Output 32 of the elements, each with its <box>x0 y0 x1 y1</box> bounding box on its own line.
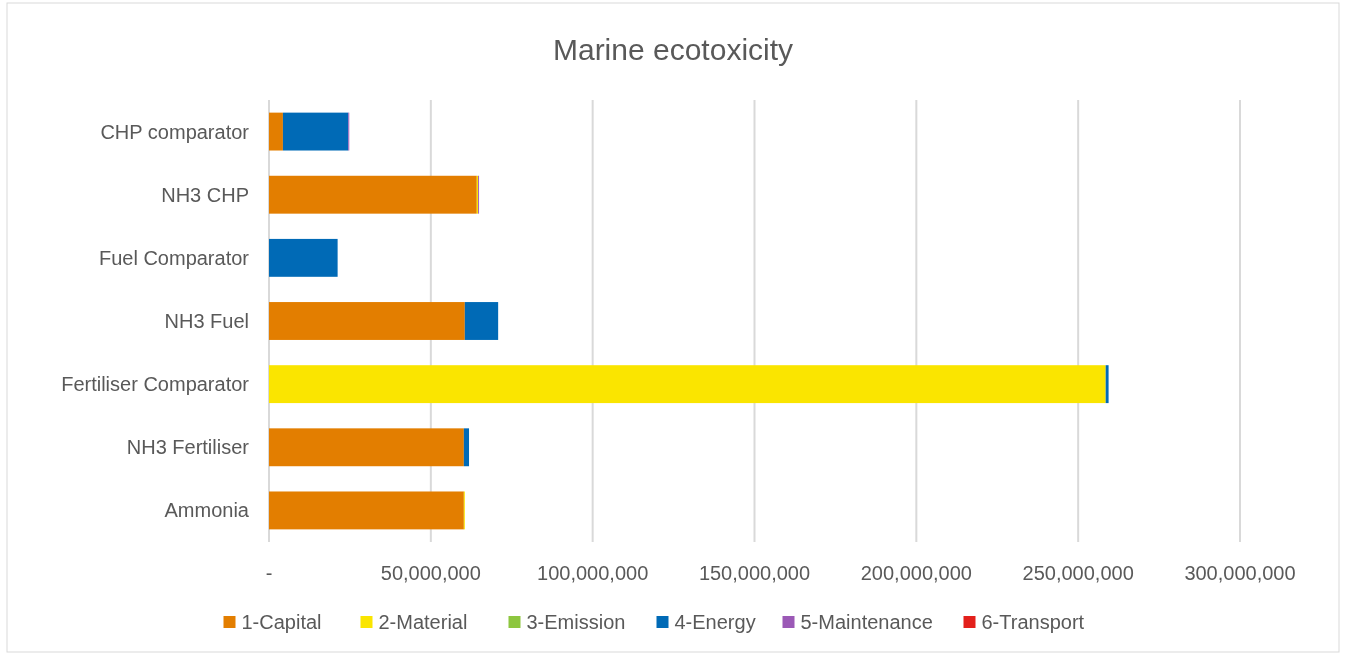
legend-label: 5-Maintenance <box>800 611 933 633</box>
x-tick-label: 250,000,000 <box>1022 562 1134 584</box>
bar <box>269 428 464 467</box>
y-tick-label: Fertiliser Comparator <box>61 373 250 396</box>
bar <box>269 365 1106 404</box>
x-tick-label: - <box>265 562 273 584</box>
y-tick-label: Ammonia <box>164 499 250 522</box>
bar <box>1105 365 1109 404</box>
y-tick-label: CHP comparator <box>100 120 250 143</box>
legend-label: 3-Emission <box>526 611 626 633</box>
legend-label: 6-Transport <box>981 611 1085 633</box>
x-tick-label: 50,000,000 <box>380 562 481 584</box>
bar <box>269 302 465 340</box>
x-tick-label: 200,000,000 <box>860 562 972 584</box>
y-tick-label: Fuel Comparator <box>98 246 250 269</box>
y-tick-label: NH3 Fuel <box>164 310 249 332</box>
y-tick-label: NH3 CHP <box>161 183 249 206</box>
y-tick-label: NH3 Fertiliser <box>126 436 250 459</box>
x-tick-label: 100,000,000 <box>537 562 649 584</box>
x-tick-label: 150,000,000 <box>698 562 811 584</box>
bar <box>269 238 338 277</box>
chart-title: Marine ecotoxicity <box>552 33 794 66</box>
bar <box>269 491 464 530</box>
legend-label: 1-Capital <box>241 611 322 633</box>
bar <box>464 302 499 340</box>
bar <box>269 112 283 151</box>
bar <box>463 428 470 467</box>
legend-label: 2-Material <box>378 611 468 633</box>
bar <box>269 175 477 214</box>
x-tick-label: 300,000,000 <box>1184 562 1296 584</box>
bar <box>282 112 349 151</box>
legend-label: 4-Energy <box>674 611 756 633</box>
